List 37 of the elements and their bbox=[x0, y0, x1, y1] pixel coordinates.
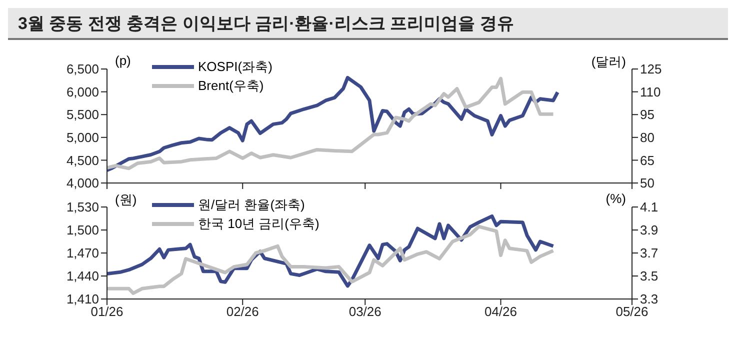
y-tick-label: 4,000 bbox=[66, 176, 99, 191]
chart-title: 3월 중동 전쟁 충격은 이익보다 금리·환율·리스크 프리미엄을 경유 bbox=[8, 8, 728, 40]
y2-tick-label: 110 bbox=[640, 84, 661, 100]
y2-axis-title: (%) bbox=[606, 191, 626, 206]
legend-label: 한국 10년 금리(우축) bbox=[198, 214, 320, 232]
y2-tick-label: 3.3 bbox=[640, 292, 658, 307]
x-tick-label: 02/26 bbox=[226, 304, 259, 320]
y2-tick-label: 80 bbox=[640, 130, 654, 146]
y-tick-label: 5,500 bbox=[66, 107, 99, 122]
line-series bbox=[107, 214, 555, 288]
x-tick-label: 04/26 bbox=[484, 304, 518, 320]
y-tick-label: 1,500 bbox=[66, 222, 99, 238]
y-tick-label: 6,500 bbox=[66, 62, 99, 77]
x-tick-label: 03/26 bbox=[348, 304, 382, 320]
y-tick-label: 6,000 bbox=[66, 84, 99, 100]
y2-tick-label: 3.5 bbox=[640, 268, 658, 284]
y2-tick-label: 4.1 bbox=[640, 200, 658, 215]
y2-tick-label: 3.7 bbox=[640, 246, 658, 261]
y2-tick-label: 3.9 bbox=[640, 222, 658, 238]
y-tick-label: 1,530 bbox=[66, 200, 99, 215]
y2-tick-label: 50 bbox=[640, 176, 654, 191]
legend-label: 원/달러 환율(좌축) bbox=[198, 196, 305, 214]
legend-label: KOSPI(좌축) bbox=[198, 58, 272, 76]
legend-label: Brent(우축) bbox=[198, 76, 264, 94]
y-tick-label: 4,500 bbox=[66, 152, 99, 168]
x-tick-label: 01/26 bbox=[90, 304, 124, 320]
y-tick-label: 5,000 bbox=[66, 130, 99, 146]
y-axis-title: (원) bbox=[115, 191, 137, 209]
y-tick-label: 1,470 bbox=[66, 246, 99, 261]
y2-tick-label: 95 bbox=[640, 107, 654, 122]
y2-tick-label: 125 bbox=[640, 62, 662, 77]
x-tick-label: 05/26 bbox=[616, 304, 648, 320]
y-tick-label: 1,410 bbox=[66, 292, 99, 307]
y-axis-title: (p) bbox=[115, 53, 131, 68]
y-tick-label: 1,440 bbox=[66, 268, 99, 284]
y2-tick-label: 65 bbox=[640, 152, 654, 168]
y2-axis-title: (달러) bbox=[591, 53, 626, 71]
